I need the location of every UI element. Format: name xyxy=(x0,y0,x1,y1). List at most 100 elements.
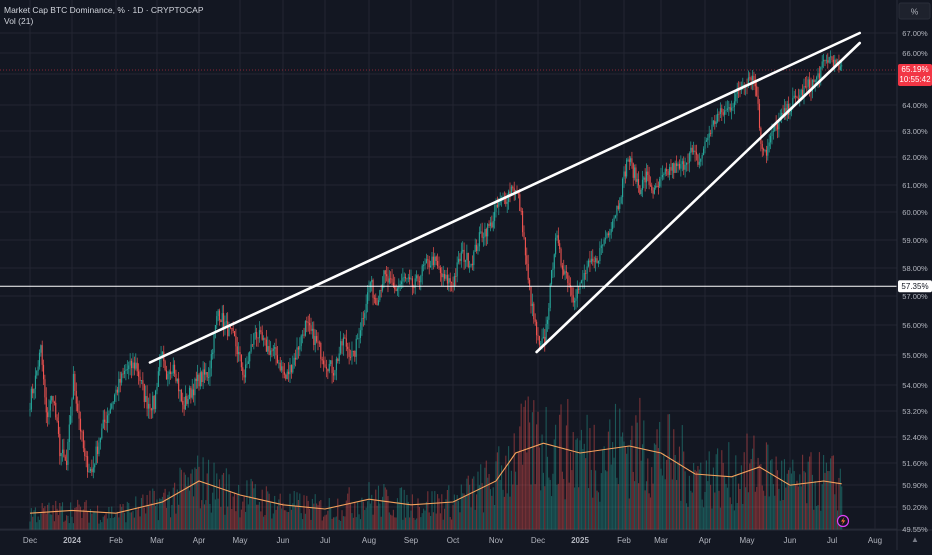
candle-body xyxy=(678,163,681,169)
volume-bar xyxy=(510,470,512,530)
volume-bar xyxy=(348,487,350,530)
scale-unit-box[interactable] xyxy=(898,2,931,20)
volume-bar xyxy=(740,465,742,530)
volume-bar xyxy=(626,453,628,530)
volume-bar xyxy=(286,511,288,530)
volume-bar xyxy=(206,473,208,530)
symbol-title[interactable]: Market Cap BTC Dominance, % · 1D · CRYPT… xyxy=(4,5,204,15)
volume-bar xyxy=(690,490,692,530)
candle-body xyxy=(437,260,439,267)
candle-body xyxy=(600,245,602,249)
volume-bar xyxy=(593,424,595,530)
candle-body xyxy=(438,266,440,268)
volume-bar xyxy=(392,509,394,530)
volume-bar xyxy=(487,477,489,530)
volume-bar xyxy=(732,476,734,530)
volume-bar xyxy=(146,495,148,530)
candle-body xyxy=(668,167,671,175)
scale-unit-label[interactable]: % xyxy=(911,7,919,17)
volume-bar xyxy=(335,516,337,530)
volume-bar xyxy=(289,493,291,530)
candle-body xyxy=(286,371,288,379)
x-tick-label: Jul xyxy=(320,536,330,545)
y-tick-label: 63.00% xyxy=(902,127,928,136)
candle-body xyxy=(395,289,397,291)
candle-body xyxy=(165,370,168,380)
volume-bar xyxy=(509,496,511,530)
volume-bar xyxy=(668,414,671,530)
volume-bar xyxy=(571,470,573,530)
volume-bar xyxy=(480,464,482,530)
volume-bar xyxy=(390,514,392,530)
volume-bar xyxy=(119,504,121,530)
volume-bar xyxy=(694,469,696,530)
trendlines[interactable] xyxy=(148,31,862,364)
volume-bar xyxy=(246,480,248,530)
candle-body xyxy=(623,171,625,179)
time-axis-settings-icon[interactable]: ▲ xyxy=(911,535,919,544)
candle-body xyxy=(164,361,166,371)
volume-bar xyxy=(112,517,114,530)
volume-bar xyxy=(387,496,389,530)
candle-body xyxy=(156,386,158,391)
volume-bar xyxy=(425,501,427,530)
candle-body xyxy=(99,438,101,443)
volume-bar xyxy=(552,473,554,530)
volume-bar xyxy=(761,485,763,530)
volume-bar xyxy=(264,515,266,530)
volume-bar xyxy=(238,484,240,530)
candle-body xyxy=(381,284,384,291)
candle-body xyxy=(496,204,498,207)
candle-body xyxy=(655,185,657,188)
candle-body xyxy=(55,402,57,418)
x-tick-label: Mar xyxy=(150,536,164,545)
volume-bar xyxy=(275,509,277,530)
volume-bar xyxy=(306,495,308,530)
volume-bar xyxy=(688,475,690,530)
volume-bar xyxy=(156,499,158,530)
candle-body xyxy=(51,396,53,401)
volume-bar xyxy=(197,455,199,530)
volume-bar xyxy=(556,484,558,530)
candle-body xyxy=(299,346,301,350)
volume-bar xyxy=(376,505,378,530)
candle-body xyxy=(757,95,759,104)
candle-body xyxy=(783,108,786,116)
volume-bar xyxy=(448,485,450,530)
candle-body xyxy=(670,167,672,171)
volume-bar xyxy=(613,457,615,530)
y-tick-label: 64.00% xyxy=(902,101,928,110)
volume-bar xyxy=(635,415,637,530)
candle-body xyxy=(477,246,479,251)
volume-bar xyxy=(564,499,566,530)
volume-bar xyxy=(811,474,813,530)
candle-body xyxy=(283,371,285,375)
volume-bar xyxy=(150,503,152,530)
volume-bar xyxy=(607,431,609,530)
candle-body xyxy=(793,95,795,98)
candle-body xyxy=(803,86,805,98)
volume-bar xyxy=(684,471,686,530)
volume-bar xyxy=(620,436,622,530)
candle-body xyxy=(548,307,550,320)
lightning-icon[interactable] xyxy=(836,514,850,528)
price-axis-panel[interactable] xyxy=(897,0,932,550)
volume-bar xyxy=(587,488,590,530)
volume-bar xyxy=(687,506,689,530)
volume-bar xyxy=(691,492,693,530)
candle-body xyxy=(269,350,272,355)
volume-bar xyxy=(74,507,76,530)
candle-body xyxy=(337,358,339,361)
volume-bar xyxy=(420,517,422,530)
volume-bar xyxy=(459,512,461,530)
candle-body xyxy=(224,322,226,328)
volume-indicator-label[interactable]: Vol (21) xyxy=(4,16,34,26)
candle-body xyxy=(609,232,611,236)
candle-body xyxy=(195,378,197,381)
volume-bar xyxy=(407,501,409,530)
volume-bar xyxy=(649,497,651,530)
volume-bar xyxy=(60,506,62,530)
candle-body xyxy=(820,67,822,79)
